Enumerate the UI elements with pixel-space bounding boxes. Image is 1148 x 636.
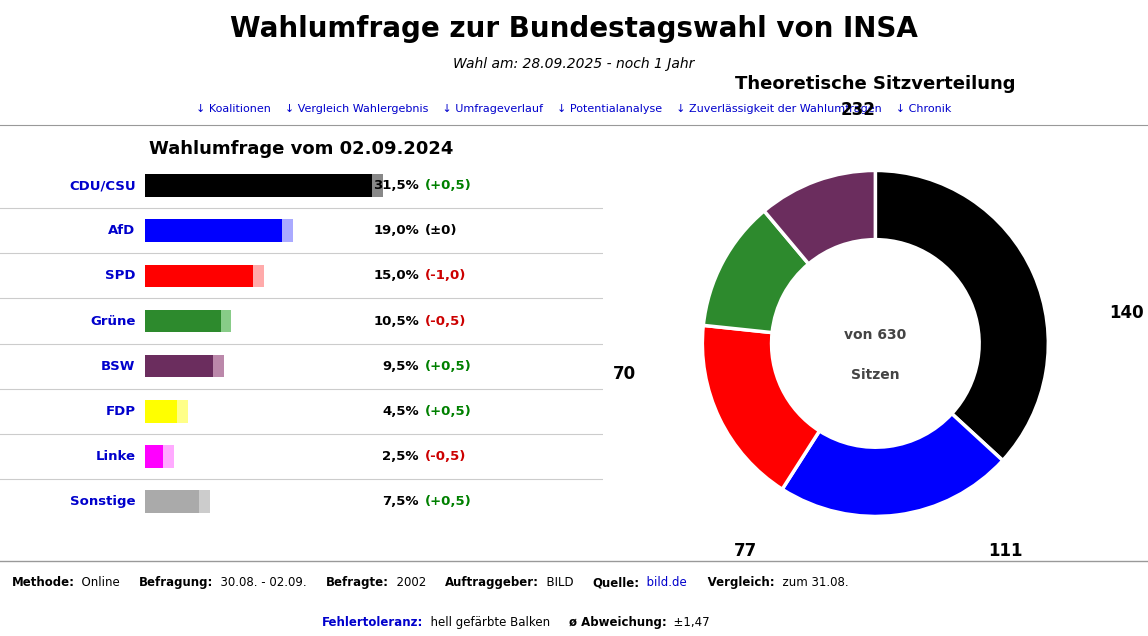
Text: 9,5%: 9,5%	[382, 359, 419, 373]
Text: 140: 140	[1109, 304, 1143, 322]
Text: Quelle:: Quelle:	[592, 576, 639, 589]
Text: 232: 232	[840, 101, 876, 119]
Text: Befragung:: Befragung:	[139, 576, 214, 589]
Text: ø Abweichung:: ø Abweichung:	[568, 616, 667, 629]
Text: 70: 70	[613, 364, 636, 383]
Text: Sonstige: Sonstige	[70, 495, 135, 508]
Text: Wahlumfrage zur Bundestagswahl von INSA: Wahlumfrage zur Bundestagswahl von INSA	[230, 15, 918, 43]
Text: (+0,5): (+0,5)	[425, 179, 472, 192]
Bar	[145, 400, 177, 422]
Text: AfD: AfD	[108, 225, 135, 237]
Text: (-1,0): (-1,0)	[425, 270, 466, 282]
Text: 31,5%: 31,5%	[373, 179, 419, 192]
Bar	[145, 265, 253, 287]
Bar	[214, 355, 224, 377]
Text: 15,0%: 15,0%	[373, 270, 419, 282]
Wedge shape	[765, 170, 876, 264]
Text: (-0,5): (-0,5)	[425, 450, 466, 463]
Bar	[372, 174, 383, 197]
Text: Wahl am: 28.09.2025 - noch 1 Jahr: Wahl am: 28.09.2025 - noch 1 Jahr	[453, 57, 695, 71]
Text: 77: 77	[734, 542, 758, 560]
Text: 2002: 2002	[389, 576, 444, 589]
Text: (-0,5): (-0,5)	[425, 315, 466, 328]
Text: FDP: FDP	[106, 404, 135, 418]
Text: Sitzen: Sitzen	[851, 368, 900, 382]
Text: 111: 111	[987, 542, 1023, 560]
Text: Grüne: Grüne	[91, 315, 135, 328]
Text: 30.08. - 02.09.: 30.08. - 02.09.	[214, 576, 326, 589]
Wedge shape	[782, 413, 1002, 516]
Bar	[145, 445, 163, 467]
Text: 2,5%: 2,5%	[382, 450, 419, 463]
Text: Theoretische Sitzverteilung: Theoretische Sitzverteilung	[735, 74, 1016, 93]
Text: Vergleich:: Vergleich:	[687, 576, 775, 589]
Bar	[145, 355, 214, 377]
Text: zum 31.08.: zum 31.08.	[775, 576, 848, 589]
Text: hell gefärbte Balken: hell gefärbte Balken	[422, 616, 568, 629]
Text: BSW: BSW	[101, 359, 135, 373]
Text: Befragte:: Befragte:	[326, 576, 389, 589]
Text: 19,0%: 19,0%	[373, 225, 419, 237]
Text: (+0,5): (+0,5)	[425, 495, 472, 508]
Text: Wahlumfrage vom 02.09.2024: Wahlumfrage vom 02.09.2024	[149, 140, 453, 158]
Text: Fehlertoleranz:: Fehlertoleranz:	[321, 616, 422, 629]
Bar	[163, 445, 173, 467]
Text: (+0,5): (+0,5)	[425, 404, 472, 418]
Text: 7,5%: 7,5%	[382, 495, 419, 508]
Text: ±1,47: ±1,47	[667, 616, 711, 629]
Text: (±0): (±0)	[425, 225, 457, 237]
Text: ↓ Koalitionen    ↓ Vergleich Wahlergebnis    ↓ Umfrageverlauf    ↓ Potentialanal: ↓ Koalitionen ↓ Vergleich Wahlergebnis ↓…	[196, 104, 952, 114]
Bar	[282, 219, 293, 242]
Text: bild.de: bild.de	[639, 576, 687, 589]
Bar	[145, 490, 199, 513]
Text: Linke: Linke	[95, 450, 135, 463]
Text: Methode:: Methode:	[11, 576, 75, 589]
Text: 4,5%: 4,5%	[382, 404, 419, 418]
Bar	[253, 265, 264, 287]
Wedge shape	[704, 211, 808, 333]
Bar	[145, 174, 372, 197]
Wedge shape	[703, 326, 820, 489]
Text: Online: Online	[75, 576, 139, 589]
Bar	[199, 490, 210, 513]
Bar	[145, 219, 282, 242]
Wedge shape	[875, 170, 1048, 460]
Text: Auftraggeber:: Auftraggeber:	[444, 576, 538, 589]
Bar	[145, 310, 220, 332]
Bar	[220, 310, 232, 332]
Text: von 630: von 630	[844, 328, 907, 342]
Text: (+0,5): (+0,5)	[425, 359, 472, 373]
Text: 10,5%: 10,5%	[373, 315, 419, 328]
Text: BILD: BILD	[538, 576, 592, 589]
Text: SPD: SPD	[106, 270, 135, 282]
Text: CDU/CSU: CDU/CSU	[69, 179, 135, 192]
Bar	[177, 400, 188, 422]
